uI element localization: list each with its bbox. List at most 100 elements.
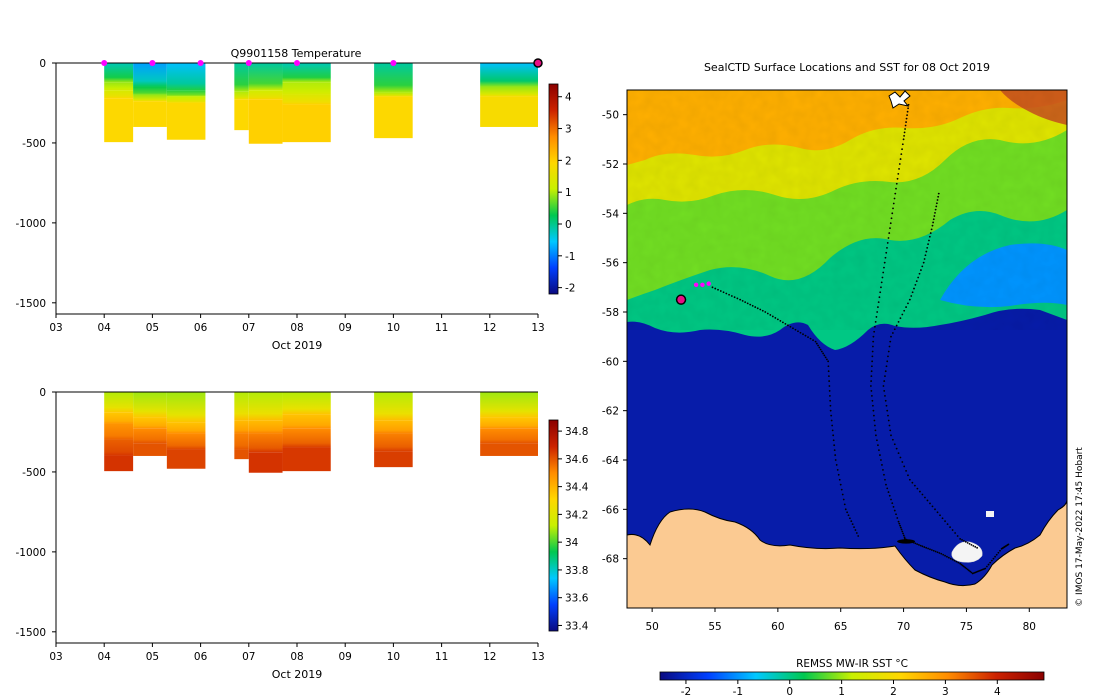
sst-colorbar-tick-label: 1	[838, 686, 845, 698]
track-dot	[902, 138, 905, 141]
track-dot	[944, 554, 946, 557]
sst-map-panel: SealCTD Surface Locations and SST for 08…	[602, 61, 1085, 698]
track-dot	[960, 563, 963, 566]
track-dot	[766, 312, 769, 315]
track-dot	[949, 557, 952, 560]
track-dot	[787, 324, 789, 327]
track-dot	[957, 561, 960, 564]
lat-tick-label: -60	[602, 356, 619, 368]
track-dot	[916, 487, 919, 490]
track-dot	[888, 424, 891, 427]
track-dot	[934, 211, 936, 214]
track-dot	[992, 557, 995, 560]
track-dot	[881, 276, 884, 279]
track-dot	[895, 513, 897, 516]
section-cell	[104, 82, 134, 91]
track-dot	[848, 517, 851, 520]
lat-tick-label: -68	[602, 554, 619, 566]
lat-tick-label: -64	[602, 455, 619, 467]
track-dot	[899, 158, 902, 160]
track-dot	[890, 217, 893, 220]
track-dot	[927, 243, 929, 246]
track-dot	[824, 356, 827, 359]
track-dot	[834, 454, 837, 456]
track-dot	[730, 295, 733, 297]
track-dot	[959, 562, 962, 565]
track-dot	[886, 360, 889, 363]
track-dot	[870, 370, 873, 373]
map-frame	[626, 89, 1068, 609]
track-dot	[965, 567, 968, 570]
track-dot	[884, 394, 886, 397]
track-dot	[969, 570, 972, 573]
track-dot	[891, 438, 894, 441]
track-dot	[895, 324, 898, 327]
last-profile-marker	[533, 58, 543, 68]
track-dot	[871, 345, 874, 348]
track-dot	[930, 549, 933, 551]
track-dot	[894, 192, 897, 195]
track-dot	[840, 488, 843, 491]
track-dot	[916, 543, 919, 546]
section-cell	[374, 392, 413, 421]
x-tick-label: 05	[146, 322, 159, 334]
section-cell	[480, 96, 538, 127]
lon-tick-label: 60	[771, 621, 784, 633]
track-dot	[875, 316, 878, 318]
track-dot	[871, 360, 874, 363]
track-dot	[929, 502, 931, 505]
track-dot	[922, 261, 925, 264]
section-cell	[104, 439, 134, 456]
lat-tick-label: -58	[602, 307, 619, 319]
section-cell	[166, 90, 206, 97]
track-dot	[841, 493, 844, 496]
section-cell	[133, 86, 167, 95]
track-dot	[833, 444, 836, 447]
track-dot	[886, 242, 889, 244]
x-tick-label: 06	[194, 322, 208, 334]
track-dot	[954, 532, 957, 534]
track-dot	[970, 571, 973, 574]
sst-colorbar-tick-label: 2	[890, 686, 897, 698]
colorbar-tick-label: 4	[565, 92, 572, 104]
track-dot	[872, 335, 875, 338]
track-dot	[889, 429, 892, 432]
section-cell	[374, 63, 413, 93]
track-dot	[951, 558, 954, 561]
section-cell	[166, 392, 206, 423]
track-dot	[871, 355, 874, 358]
section-cell	[282, 428, 331, 448]
track-dot	[966, 568, 969, 571]
track-dot	[929, 548, 931, 551]
track-dot	[854, 529, 857, 531]
track-dot	[820, 350, 823, 353]
sst-colorbar-ticks: -2 -1 0 1 2 3 4	[659, 671, 1045, 698]
lon-tick-label: 80	[1023, 621, 1036, 633]
section-cell	[248, 99, 283, 144]
track-dot	[831, 429, 834, 432]
x-tick-label: 03	[49, 651, 62, 663]
track-dot	[799, 331, 802, 334]
track-dot	[839, 483, 842, 486]
track-dot	[936, 511, 939, 514]
track-dot	[986, 565, 988, 568]
section-cell	[104, 98, 134, 143]
track-dot	[930, 228, 933, 231]
track-dot	[884, 256, 887, 259]
colorbar-tick-label: 34	[565, 537, 579, 549]
x-tick-label: 09	[339, 322, 352, 334]
track-dot	[936, 199, 939, 201]
track-dot	[873, 330, 876, 333]
track-dot	[953, 559, 956, 562]
track-dot	[884, 399, 887, 402]
track-dot	[990, 559, 993, 562]
track-dot	[885, 404, 888, 407]
track-dot	[920, 269, 922, 271]
section-cell	[248, 392, 283, 421]
track-dot	[931, 505, 934, 508]
lon-tick-label: 50	[645, 621, 658, 633]
track-dot	[846, 511, 849, 514]
track-dot	[935, 202, 938, 205]
track-dot	[830, 414, 833, 417]
colorbar-frame	[548, 419, 559, 632]
